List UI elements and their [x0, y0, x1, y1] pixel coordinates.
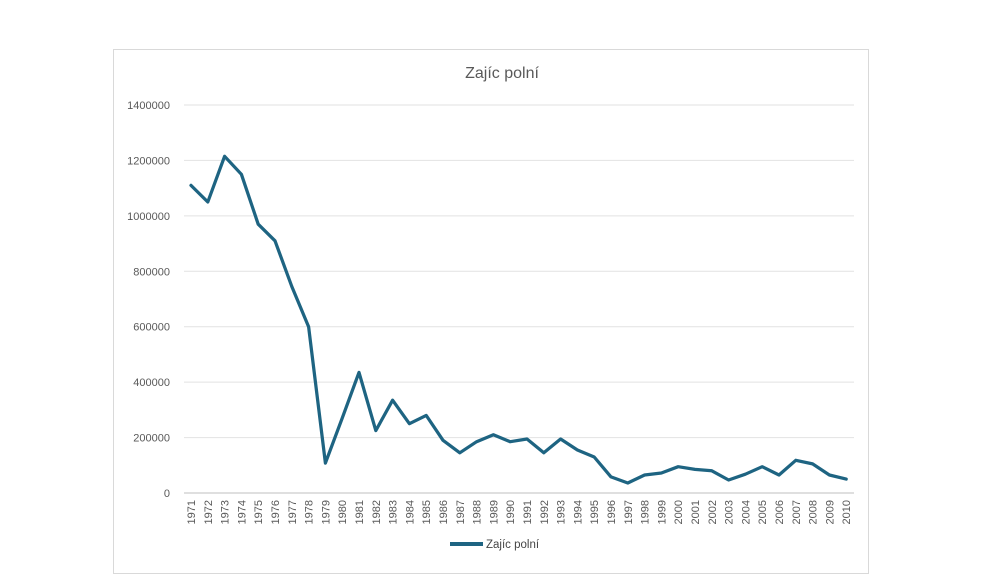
x-axis-tick-label: 2010 — [841, 500, 853, 524]
x-axis-tick-label: 2003 — [724, 500, 736, 524]
x-axis-tick-label: 1975 — [253, 500, 265, 524]
tick-labels-layer: 0 200000 400000 600000 800000 1000000 1200000 1… — [127, 100, 853, 524]
x-axis-tick-label: 1995 — [589, 500, 601, 524]
y-axis-tick-label: 0 — [164, 488, 170, 500]
x-axis-tick-label: 1974 — [236, 500, 248, 524]
x-axis-tick-label: 1971 — [186, 500, 198, 524]
x-axis-tick-label: 2006 — [774, 500, 786, 524]
x-axis-tick-label: 2007 — [791, 500, 803, 524]
x-axis-tick-label: 1999 — [656, 500, 668, 524]
legend-series-label: Zajíc polní — [486, 539, 540, 551]
y-axis-tick-label: 1200000 — [127, 155, 170, 167]
x-axis-tick-label: 1997 — [623, 500, 635, 524]
x-axis-tick-label: 1976 — [270, 500, 282, 524]
x-axis-tick-label: 1992 — [539, 500, 551, 524]
x-axis-tick-label: 1990 — [505, 500, 517, 524]
x-axis-tick-label: 1991 — [522, 500, 534, 524]
x-axis-tick-label: 1973 — [220, 500, 232, 524]
x-axis-tick-label: 2001 — [690, 500, 702, 524]
x-axis-tick-label: 1989 — [488, 500, 500, 524]
chart-title: Zajíc polní — [465, 65, 539, 82]
x-axis-tick-label: 1979 — [320, 500, 332, 524]
x-axis-tick-label: 1986 — [438, 500, 450, 524]
x-axis-tick-label: 1996 — [606, 500, 618, 524]
x-axis-tick-label: 1977 — [287, 500, 299, 524]
x-axis-tick-label: 1984 — [404, 500, 416, 524]
x-axis-tick-label: 2000 — [673, 500, 685, 524]
x-axis-tick-label: 2005 — [757, 500, 769, 524]
x-axis-tick-label: 2008 — [808, 500, 820, 524]
series-layer — [189, 154, 848, 485]
line-chart: 0 200000 400000 600000 800000 1000000 1200000 1… — [127, 65, 854, 551]
x-axis-tick-label: 1982 — [371, 500, 383, 524]
x-axis-tick-label: 1985 — [421, 500, 433, 524]
y-axis-tick-label: 200000 — [133, 433, 170, 445]
x-axis-tick-label: 1987 — [455, 500, 467, 524]
chart-frame: 0 200000 400000 600000 800000 1000000 1200000 1… — [113, 49, 869, 574]
x-axis-tick-label: 1983 — [388, 500, 400, 524]
x-axis-tick-label: 2002 — [707, 500, 719, 524]
y-axis-tick-label: 600000 — [133, 322, 170, 334]
x-axis-tick-label: 2009 — [824, 500, 836, 524]
x-axis-tick-label: 1981 — [354, 500, 366, 524]
x-axis-tick-label: 1978 — [304, 500, 316, 524]
x-axis-tick-label: 1980 — [337, 500, 349, 524]
x-axis-tick-label: 1994 — [572, 500, 584, 524]
x-axis-tick-label: 1972 — [203, 500, 215, 524]
legend: Zajíc polní — [450, 539, 540, 551]
series-line — [189, 154, 848, 485]
x-axis-tick-label: 2004 — [740, 500, 752, 524]
y-axis-tick-label: 1400000 — [127, 100, 170, 112]
x-axis-tick-label: 1998 — [640, 500, 652, 524]
x-axis-tick-label: 1993 — [556, 500, 568, 524]
x-axis-tick-label: 1988 — [472, 500, 484, 524]
y-axis-tick-label: 1000000 — [127, 211, 170, 223]
y-axis-tick-label: 400000 — [133, 377, 170, 389]
gridlines-layer — [184, 104, 854, 439]
y-axis-tick-label: 800000 — [133, 266, 170, 278]
